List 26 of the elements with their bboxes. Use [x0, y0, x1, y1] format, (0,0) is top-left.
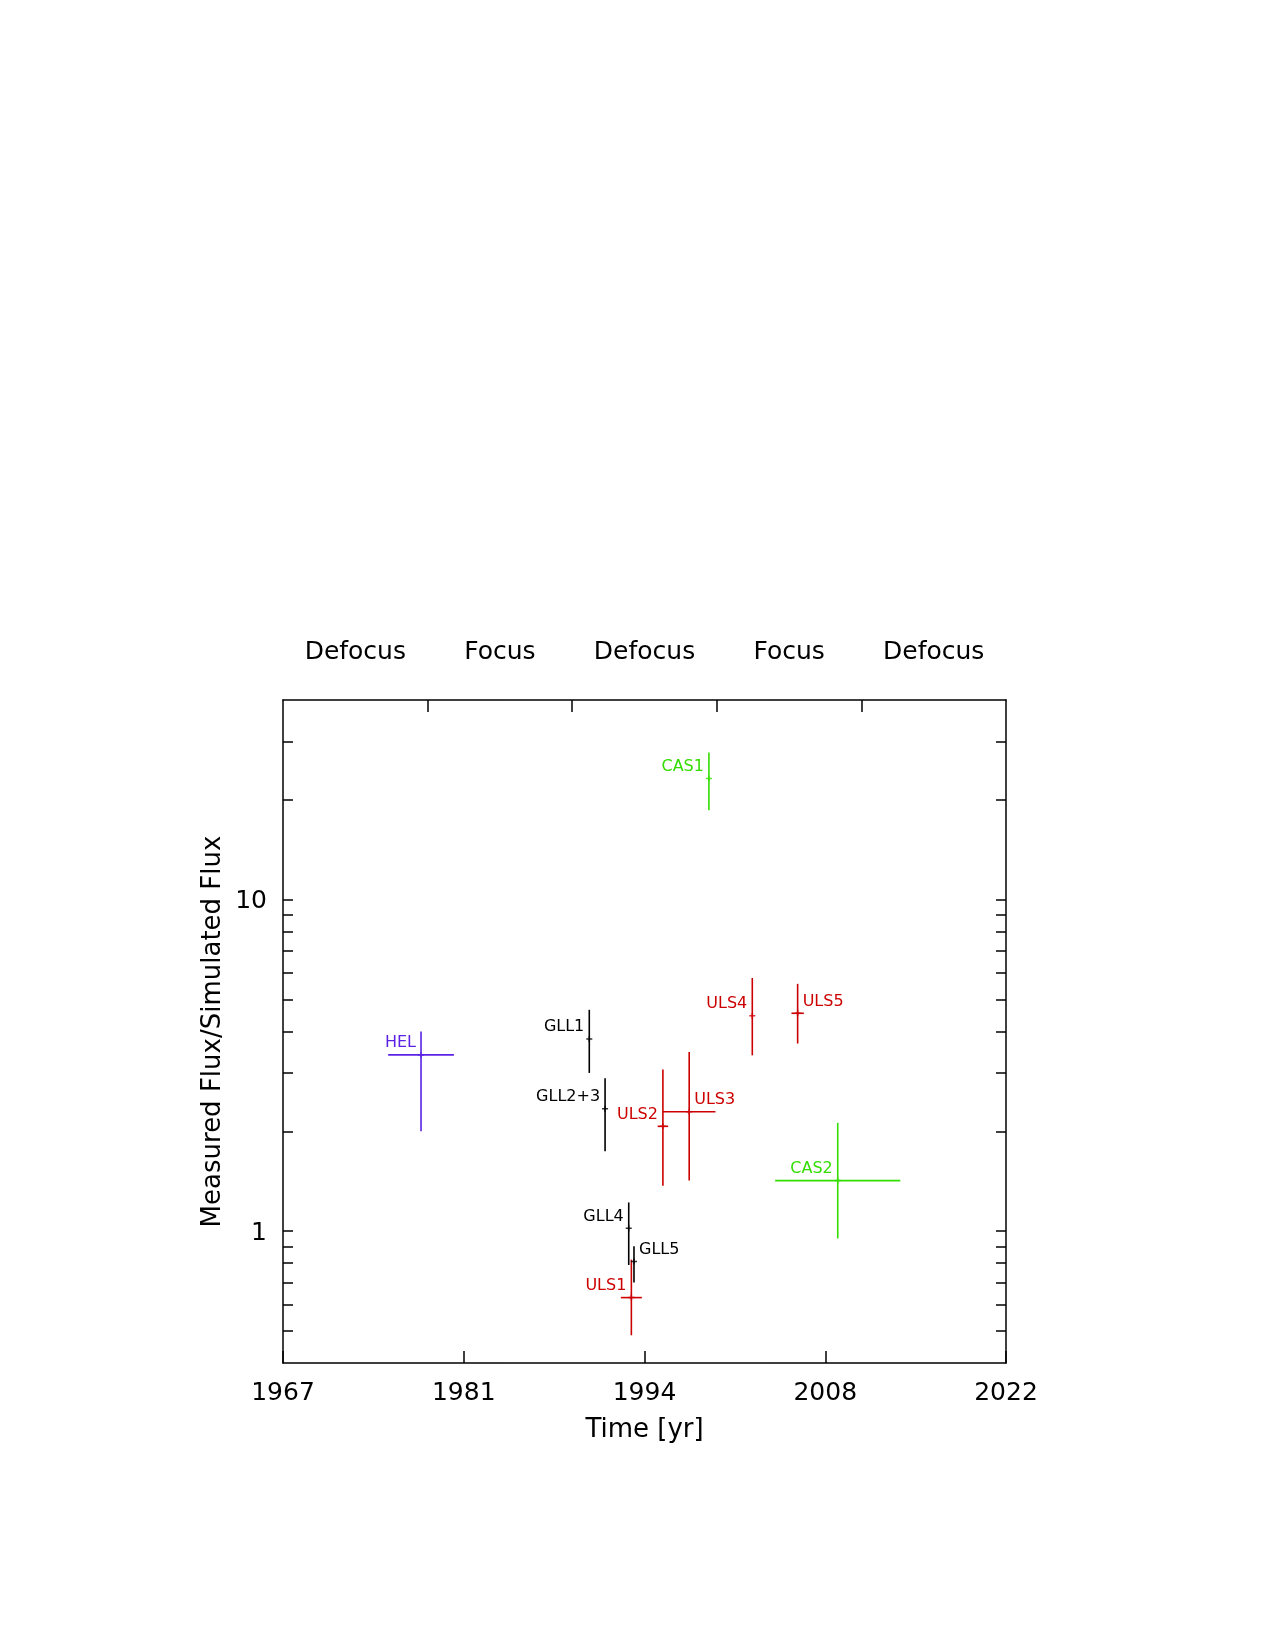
y-axis-title: Measured Flux/Simulated Flux: [196, 835, 227, 1228]
series-label: ULS1: [585, 1275, 627, 1295]
series-label: HEL: [384, 1032, 417, 1052]
series-label: GLL1: [543, 1016, 585, 1036]
series-label: ULS2: [616, 1103, 658, 1123]
series-label: CAS2: [790, 1158, 833, 1178]
series-label: GLL5: [638, 1238, 680, 1258]
text: Focus: [464, 635, 536, 665]
x-tick-label: 2022: [974, 1377, 1038, 1406]
text: Defocus: [304, 635, 406, 665]
x-axis-title: Time [yr]: [584, 1413, 704, 1443]
series-label: CAS1: [661, 755, 704, 775]
x-tick-label: 1967: [251, 1377, 315, 1406]
series-label: GLL2+3: [536, 1086, 601, 1106]
x-tick-label: 1994: [612, 1377, 677, 1406]
text: Focus: [753, 635, 825, 665]
y-tick-label: 10: [235, 885, 267, 915]
series-label: GLL4: [583, 1205, 624, 1225]
x-tick-label: 2008: [793, 1377, 858, 1406]
series-label: ULS4: [706, 993, 748, 1013]
text: Defocus: [593, 635, 696, 665]
series-label: ULS5: [802, 990, 844, 1010]
x-tick-label: 1981: [431, 1377, 496, 1406]
text: Defocus: [883, 635, 985, 665]
y-tick-label: 1: [251, 1216, 267, 1246]
series-label: ULS3: [694, 1089, 736, 1109]
